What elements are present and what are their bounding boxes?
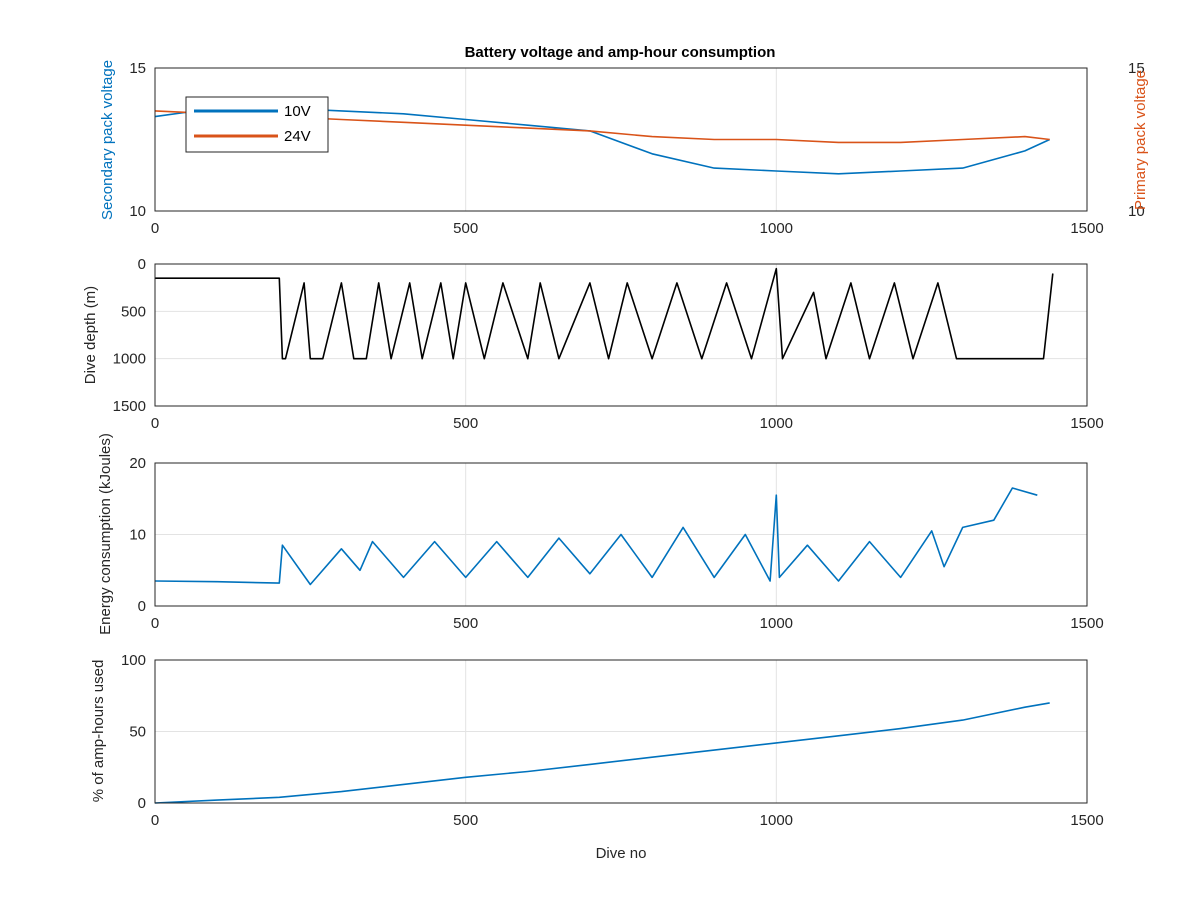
- y-tick-label: 1500: [113, 398, 146, 415]
- x-tick-label: 500: [453, 812, 478, 829]
- chart-title: Battery voltage and amp-hour consumption: [465, 44, 776, 61]
- panel-energy-axes-box: [154, 462, 1088, 607]
- y-tick-label: 500: [121, 303, 146, 320]
- y-tick-label: 10: [129, 203, 146, 220]
- x-tick-label: 0: [151, 615, 159, 632]
- legend: 10V 24V: [185, 96, 329, 153]
- panel-voltage-ylabel-right: Primary pack voltage: [1132, 70, 1149, 210]
- panel-depth-ticks: 0 500 1000 1500 0 500 1000 1500: [113, 256, 1104, 432]
- x-tick-label: 1500: [1070, 615, 1103, 632]
- panel-depth: 0 500 1000 1500 0 500 1000 1500 Dive depth (m): [82, 256, 1104, 432]
- y-tick-label: 10: [129, 527, 146, 544]
- series-line-2-0: [154, 487, 1038, 586]
- panel-amphours-axes-box: [154, 659, 1088, 804]
- series-line-1-0: [155, 267, 1054, 360]
- x-tick-label: 500: [453, 615, 478, 632]
- y-tick-label: 100: [121, 652, 146, 669]
- y-tick-label: 15: [129, 60, 146, 77]
- x-tick-label: 1000: [760, 220, 793, 237]
- series-line-3-0: [154, 702, 1050, 804]
- y-tick-label: 50: [129, 724, 146, 741]
- y-tick-label: 0: [138, 598, 146, 615]
- panel-voltage-axes-box: [154, 67, 1088, 212]
- x-tick-label: 0: [151, 415, 159, 432]
- panel-voltage-ylabel: Secondary pack voltage: [99, 60, 116, 220]
- x-tick-label: 500: [453, 415, 478, 432]
- x-tick-label: 1000: [760, 615, 793, 632]
- y-tick-label: 1000: [113, 351, 146, 368]
- panel-depth-axes-box: [154, 263, 1088, 407]
- y-tick-label: 0: [138, 256, 146, 273]
- x-tick-label: 0: [151, 812, 159, 829]
- x-tick-label: 1500: [1070, 220, 1103, 237]
- panel-energy-ticks: 0 500 1000 1500 0 10 20: [129, 455, 1103, 632]
- y-tick-label-right: 10: [1128, 203, 1145, 220]
- panel-amphours-grid: [154, 659, 1088, 804]
- y-tick-label: 20: [129, 455, 146, 472]
- y-tick-label: 0: [138, 795, 146, 812]
- panel-voltage-ticks: 0 500 1000 1500 10 15 10 15: [129, 60, 1144, 237]
- panel-energy-ylabel: Energy consumption (kJoules): [97, 433, 114, 635]
- panel-energy: 0 500 1000 1500 0 10 20 Energy consumption (kJ…: [97, 433, 1104, 635]
- panel-amphours: 0 500 1000 1500 0 50 100 % of amp-hours used D…: [90, 652, 1104, 862]
- x-tick-label: 1500: [1070, 415, 1103, 432]
- y-tick-label-right: 15: [1128, 60, 1145, 77]
- panel-depth-grid: [154, 263, 1088, 407]
- panel-amphours-ticks: 0 500 1000 1500 0 50 100: [121, 652, 1104, 829]
- x-tick-label: 1000: [760, 812, 793, 829]
- legend-label-24v: 24V: [284, 128, 311, 145]
- x-tick-label: 500: [453, 220, 478, 237]
- legend-label-10v: 10V: [284, 103, 311, 120]
- panel-amphours-series: [154, 702, 1050, 804]
- panel-depth-ylabel: Dive depth (m): [82, 286, 99, 384]
- panel-amphours-xlabel: Dive no: [596, 845, 647, 862]
- panel-amphours-ylabel: % of amp-hours used: [90, 660, 107, 803]
- x-tick-label: 1000: [760, 415, 793, 432]
- panel-energy-series: [154, 487, 1038, 586]
- legend-box: [185, 96, 329, 153]
- x-tick-label: 0: [151, 220, 159, 237]
- x-tick-label: 1500: [1070, 812, 1103, 829]
- panel-depth-series: [155, 267, 1054, 360]
- panel-voltage: Battery voltage and amp-hour consumption…: [99, 44, 1149, 237]
